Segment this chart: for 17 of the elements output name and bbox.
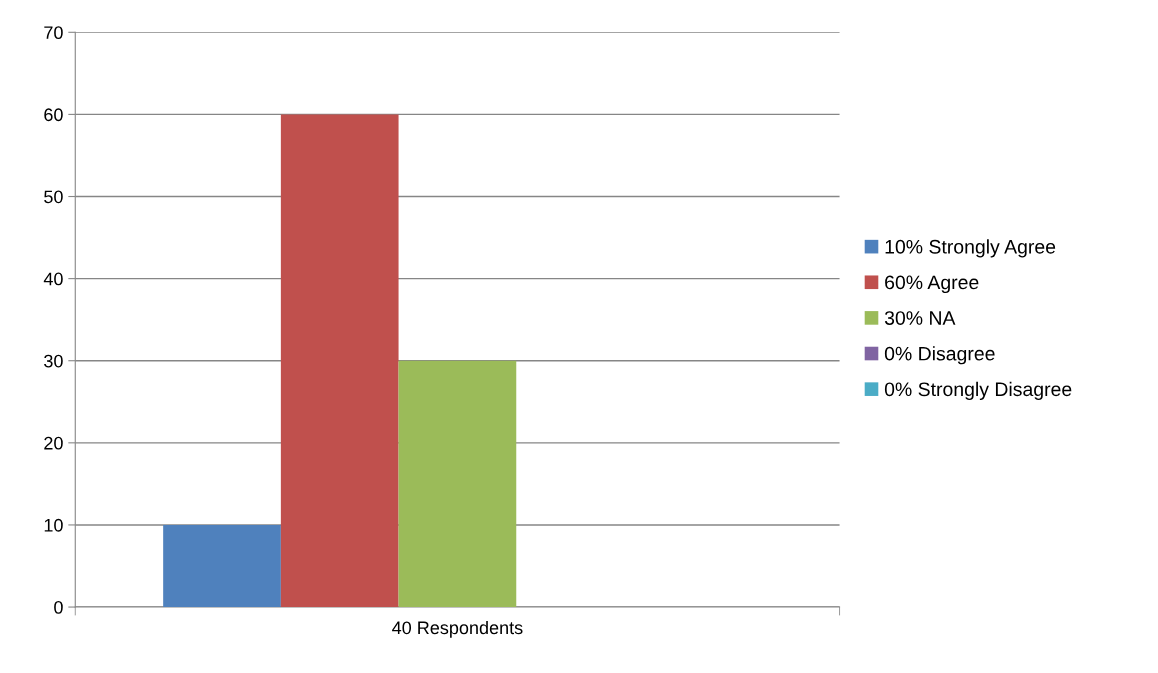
y-tick-label: 70 — [44, 26, 63, 40]
bar — [280, 114, 399, 608]
x-tick-label: 40 Respondents — [392, 620, 523, 638]
y-tick-label: 40 — [43, 272, 63, 286]
legend-label: 10% Strongly Agree — [885, 239, 1056, 258]
legend-label: 0% Disagree — [884, 346, 995, 365]
y-tick-label: 10 — [44, 518, 63, 532]
y-tick-label: 20 — [44, 436, 63, 450]
y-tick-label: 50 — [44, 190, 63, 204]
legend-label: 0% Strongly Disagree — [884, 381, 1072, 400]
y-tick-label: 60 — [44, 108, 63, 122]
bar — [163, 524, 281, 608]
legend-label: 30% NA — [884, 311, 956, 325]
bar — [398, 360, 517, 608]
y-tick-label: 30 — [44, 354, 63, 368]
y-tick-label: 0 — [54, 600, 63, 614]
legend-label: 60% Agree — [885, 275, 979, 294]
